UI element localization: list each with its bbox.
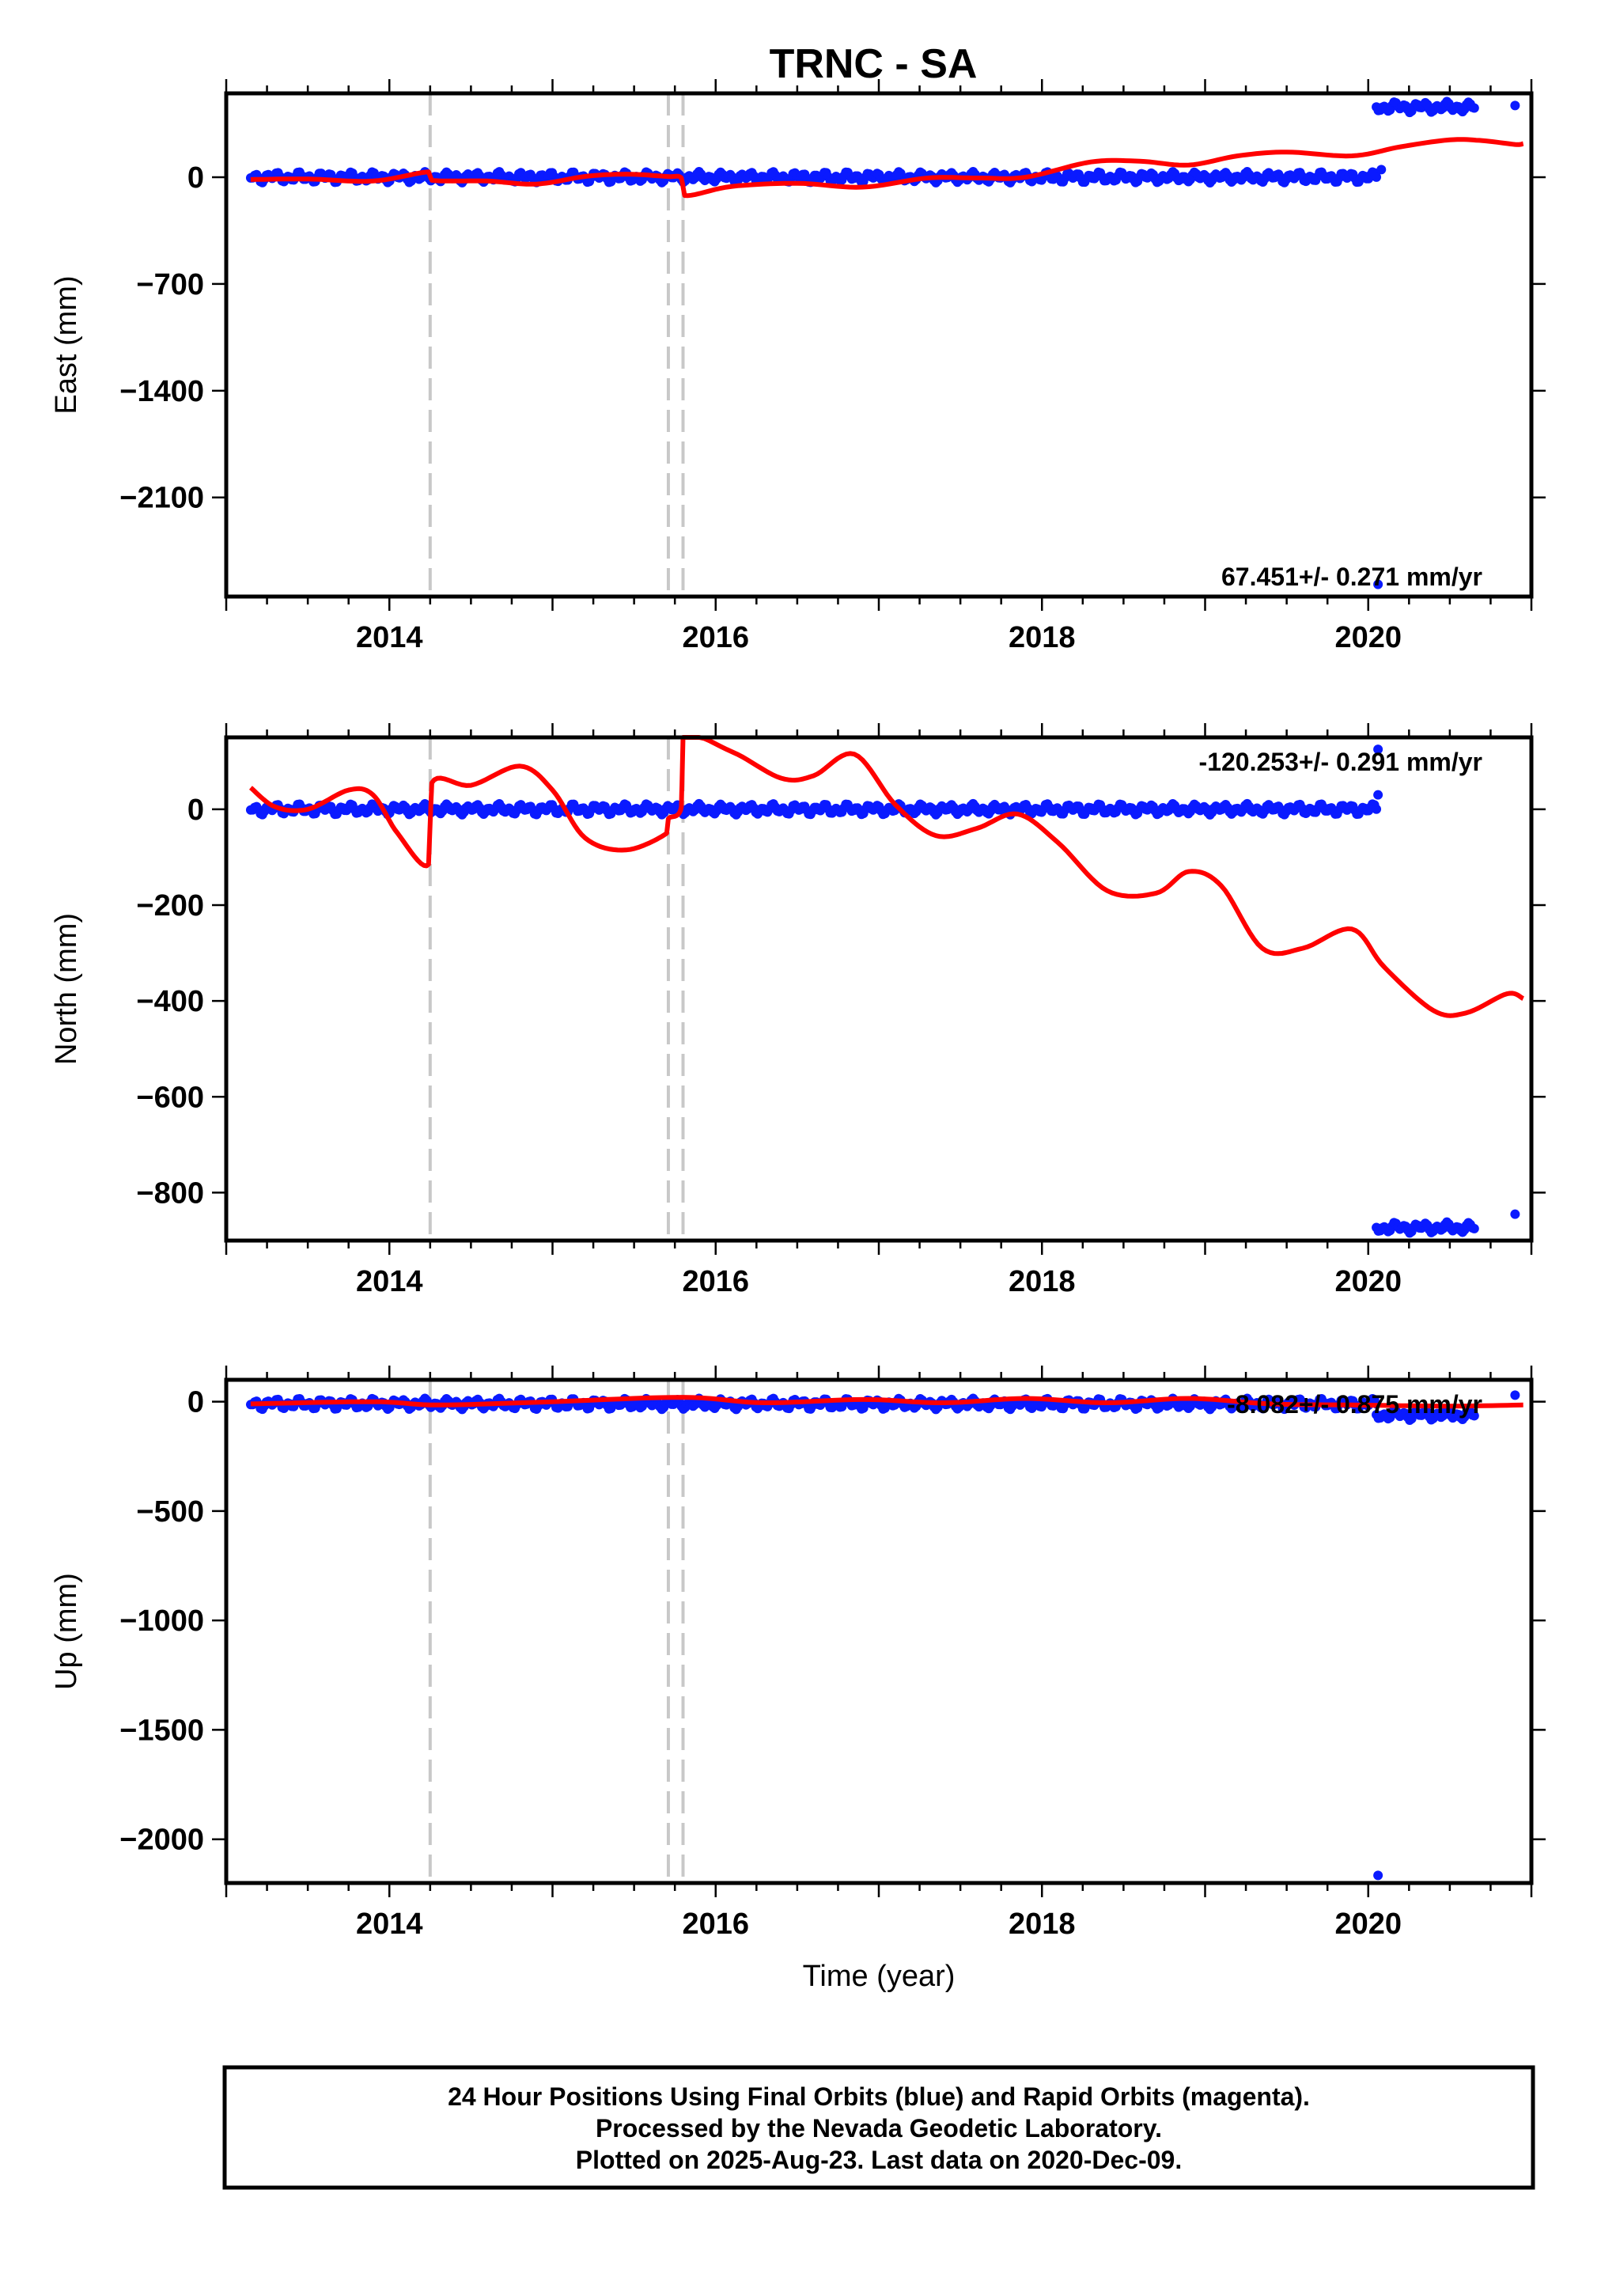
east-xtick-label: 2016 <box>682 621 749 654</box>
up-x-axis-label: Time (year) <box>803 1960 956 1993</box>
east-y-axis-label: East (mm) <box>50 275 83 414</box>
up-panel: 2014 2016 2018 2020 0 −500 −1000 −1500 −2000 Up (… <box>50 1366 1546 1993</box>
east-data-point <box>1510 100 1520 111</box>
east-plot-frame <box>224 91 1534 599</box>
footer-line-2: Processed by the Nevada Geodetic Laborat… <box>596 2114 1162 2143</box>
north-data-point <box>1373 744 1383 755</box>
north-xtick-label: 2016 <box>682 1265 749 1298</box>
north-rate-label: -120.253+/- 0.291 mm/yr <box>1199 748 1482 776</box>
east-xtick-label: 2018 <box>1009 621 1076 654</box>
up-rate-label: -8.082+/- 0.875 mm/yr <box>1227 1390 1482 1419</box>
north-xtick-label: 2018 <box>1009 1265 1076 1298</box>
up-data-point <box>1373 1870 1383 1881</box>
east-ytick-label: −1400 <box>119 375 204 408</box>
up-xtick-label: 2016 <box>682 1908 749 1941</box>
north-ytick-label: −200 <box>136 889 204 923</box>
north-ytick-label: −400 <box>136 985 204 1018</box>
north-xtick-label: 2014 <box>356 1265 423 1298</box>
up-plot-frame <box>224 1377 1534 1885</box>
up-data-point <box>1469 1411 1479 1421</box>
north-model-curve <box>248 735 1525 1018</box>
east-ytick-label: −700 <box>136 268 204 301</box>
footer-box: 24 Hour Positions Using Final Orbits (bl… <box>222 2065 1535 2190</box>
up-model-curve <box>250 1395 1523 1409</box>
north-xtick-label: 2020 <box>1334 1265 1402 1298</box>
footer-line-1: 24 Hour Positions Using Final Orbits (bl… <box>448 2082 1310 2111</box>
east-rate-label: 67.451+/- 0.271 mm/yr <box>1221 563 1482 591</box>
east-data-point <box>1469 103 1479 113</box>
up-ytick-label: −1500 <box>119 1714 204 1747</box>
north-ytick-label: −600 <box>136 1081 204 1114</box>
east-xtick-label: 2020 <box>1334 621 1402 654</box>
east-data-point <box>1376 165 1387 175</box>
north-y-axis-label: North (mm) <box>50 913 83 1065</box>
east-data-point <box>1372 172 1382 182</box>
up-ytick-label: −500 <box>136 1495 204 1529</box>
north-plot-frame <box>224 735 1534 1243</box>
east-ytick-label: −2100 <box>119 482 204 515</box>
up-xtick-label: 2014 <box>356 1908 423 1941</box>
east-xtick-label: 2014 <box>356 621 423 654</box>
north-data-point <box>1373 790 1383 800</box>
chart-title: TRNC - SA <box>770 41 978 87</box>
east-panel: 2014 2016 2018 2020 0 −700 −1400 −2100 East (mm)… <box>50 79 1546 654</box>
up-ytick-label: −1000 <box>119 1605 204 1638</box>
north-data-point <box>1372 804 1382 814</box>
east-ytick-label: 0 <box>187 161 204 195</box>
up-data-point <box>1510 1390 1520 1400</box>
up-ytick-label: 0 <box>187 1386 204 1419</box>
north-data-point <box>1510 1209 1520 1219</box>
north-panel: 2014 2016 2018 2020 0 −200 −400 −600 −800 North (… <box>50 723 1546 1298</box>
east-data-point <box>1373 579 1383 589</box>
footer-frame <box>222 2065 1535 2190</box>
footer-line-3: Plotted on 2025-Aug-23. Last data on 202… <box>576 2146 1182 2174</box>
up-xtick-label: 2020 <box>1334 1908 1402 1941</box>
up-y-axis-label: Up (mm) <box>50 1573 83 1690</box>
up-ytick-label: −2000 <box>119 1824 204 1857</box>
up-xtick-label: 2018 <box>1009 1908 1076 1941</box>
north-ytick-label: −800 <box>136 1176 204 1210</box>
north-data-point <box>1469 1223 1479 1233</box>
east-model-curve <box>250 137 1526 199</box>
north-ytick-label: 0 <box>187 794 204 827</box>
